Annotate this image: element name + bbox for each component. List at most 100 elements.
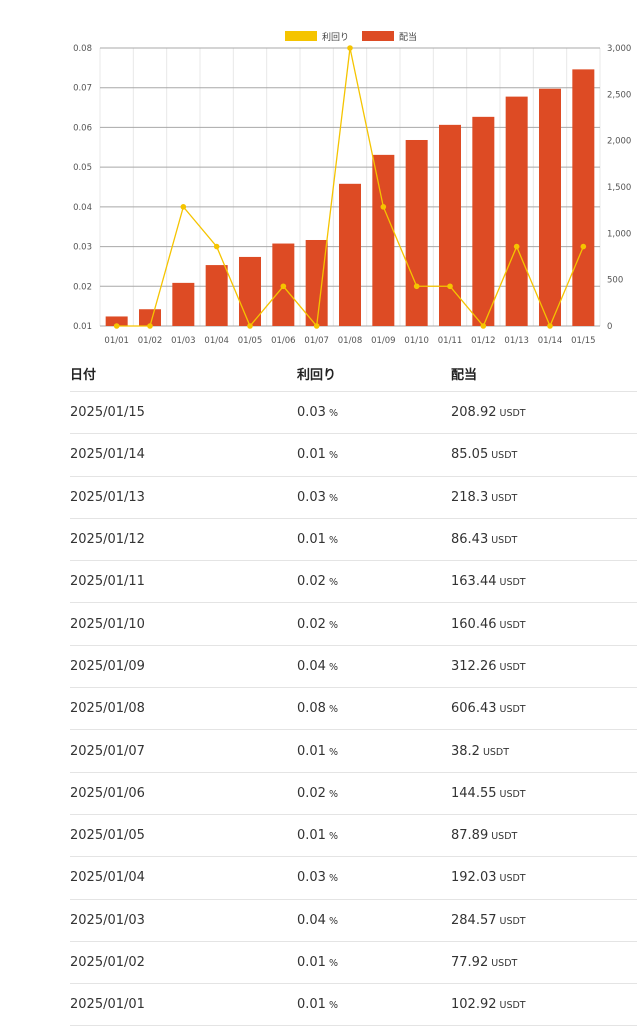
row-dividend-value: 102.92 xyxy=(451,997,497,1013)
y-right-tick-label: 0 xyxy=(607,322,612,332)
table-row: 2025/01/03 0.04% 284.57 USDT xyxy=(70,900,637,942)
table-row: 2025/01/02 0.01% 77.92 USDT xyxy=(70,942,637,985)
dividend-yield-chart: 0.08 0.07 0.06 0.05 0.04 0.03 0.02 0.01 3,000 2,5… xyxy=(73,31,631,346)
row-dividend: 606.43 USDT xyxy=(451,701,637,716)
line-point xyxy=(313,323,320,329)
yield-unit: % xyxy=(328,408,338,420)
y-left-tick-label: 0.07 xyxy=(73,84,92,94)
x-tick-label: 01/05 xyxy=(238,336,263,346)
row-yield: 0.02% xyxy=(297,786,451,801)
x-tick-label: 01/01 xyxy=(104,336,129,346)
table-row: 2025/01/08 0.08% 606.43 USDT xyxy=(70,688,637,731)
row-date: 2025/01/04 xyxy=(70,870,145,886)
x-tick-label: 01/10 xyxy=(404,336,429,346)
table-row: 2025/01/07 0.01% 38.2 USDT xyxy=(70,730,637,773)
row-yield: 0.01% xyxy=(297,744,451,759)
row-dividend-value: 144.55 xyxy=(451,785,497,801)
row-yield: 0.01% xyxy=(297,532,451,547)
dividend-unit: USDT xyxy=(482,746,510,758)
row-date: 2025/01/05 xyxy=(70,828,145,844)
row-dividend: 144.55 USDT xyxy=(451,786,637,801)
table-row: 2025/01/10 0.02% 160.46 USDT xyxy=(70,603,637,646)
x-tick-label: 01/11 xyxy=(438,336,463,346)
bar xyxy=(105,316,128,326)
yield-unit: % xyxy=(328,492,338,504)
x-tick-label: 01/15 xyxy=(571,336,596,346)
y-right-tick-label: 1,500 xyxy=(607,183,631,193)
x-tick-label: 01/04 xyxy=(204,336,229,346)
x-tick-label: 01/02 xyxy=(138,336,163,346)
yield-unit: % xyxy=(328,619,338,631)
bar xyxy=(439,124,461,326)
row-yield: 0.03% xyxy=(297,405,451,420)
row-yield-value: 0.02 xyxy=(297,616,326,632)
line-point xyxy=(347,45,353,51)
line-point xyxy=(413,283,420,290)
yield-unit: % xyxy=(328,788,338,800)
bar xyxy=(372,154,395,326)
dividend-unit: USDT xyxy=(499,873,526,885)
y-right-tick-label: 3,000 xyxy=(607,44,631,54)
legend-label-yield: 利回り xyxy=(322,31,349,43)
dividend-unit: USDT xyxy=(491,450,518,462)
row-yield-value: 0.01 xyxy=(297,828,326,844)
x-tick-label: 01/09 xyxy=(371,336,396,346)
table-row: 2025/01/15 0.03% 208.92 USDT xyxy=(70,392,637,435)
yield-unit: % xyxy=(328,661,338,673)
line-point xyxy=(247,323,253,329)
dividend-unit: USDT xyxy=(499,408,526,420)
row-yield-value: 0.01 xyxy=(297,743,326,759)
x-tick-label: 01/08 xyxy=(338,336,363,346)
line-point xyxy=(547,323,553,329)
row-dividend: 87.89 USDT xyxy=(451,828,637,843)
row-dividend-value: 38.2 xyxy=(451,743,480,759)
row-dividend-value: 208.92 xyxy=(451,405,497,421)
row-date: 2025/01/08 xyxy=(70,701,145,717)
dividend-unit: USDT xyxy=(491,535,518,547)
row-yield: 0.01% xyxy=(297,828,451,843)
legend-swatch-dividend xyxy=(362,31,394,41)
row-dividend-value: 192.03 xyxy=(451,870,497,886)
row-date: 2025/01/14 xyxy=(70,447,145,463)
line-point xyxy=(580,243,587,250)
y-left-tick-label: 0.06 xyxy=(73,123,92,133)
row-yield: 0.01% xyxy=(297,955,451,970)
row-dividend-value: 77.92 xyxy=(451,955,489,970)
y-right-tick-label: 500 xyxy=(607,276,623,286)
table-header: 日付 利回り 配当 xyxy=(70,355,637,392)
x-tick-label: 01/12 xyxy=(471,336,496,346)
row-dividend-value: 284.57 xyxy=(451,912,497,928)
row-yield-value: 0.02 xyxy=(297,574,326,590)
row-dividend: 284.57 USDT xyxy=(451,913,637,928)
row-yield: 0.03% xyxy=(297,870,451,885)
row-yield: 0.03% xyxy=(297,490,451,505)
row-date: 2025/01/09 xyxy=(70,658,145,674)
bar xyxy=(472,116,495,326)
table-row: 2025/01/12 0.01% 86.43 USDT xyxy=(70,519,637,562)
row-yield: 0.02% xyxy=(297,574,451,589)
row-dividend-value: 218.3 xyxy=(451,489,489,505)
row-date: 2025/01/13 xyxy=(70,489,145,505)
row-dividend: 38.2 USDT xyxy=(451,744,637,759)
row-date: 2025/01/11 xyxy=(70,574,145,590)
bar xyxy=(139,309,161,326)
y-left-tick-label: 0.04 xyxy=(73,203,92,213)
row-yield: 0.04% xyxy=(297,659,451,674)
header-date: 日付 xyxy=(70,367,97,383)
row-date: 2025/01/07 xyxy=(70,743,145,759)
bar xyxy=(239,256,261,326)
yield-unit: % xyxy=(328,1000,338,1012)
row-yield-value: 0.08 xyxy=(297,701,326,717)
dividend-unit: USDT xyxy=(499,619,526,631)
bar xyxy=(172,282,195,326)
x-tick-label: 01/06 xyxy=(271,336,296,346)
table-row: 2025/01/11 0.02% 163.44 USDT xyxy=(70,561,637,604)
row-dividend-value: 86.43 xyxy=(451,532,489,548)
row-yield: 0.04% xyxy=(297,913,451,928)
x-tick-label: 01/07 xyxy=(304,336,329,346)
x-tick-label: 01/13 xyxy=(504,336,529,346)
row-date: 2025/01/06 xyxy=(70,785,145,801)
line-point xyxy=(280,283,287,290)
row-dividend: 192.03 USDT xyxy=(451,870,637,885)
yield-unit: % xyxy=(328,746,338,758)
